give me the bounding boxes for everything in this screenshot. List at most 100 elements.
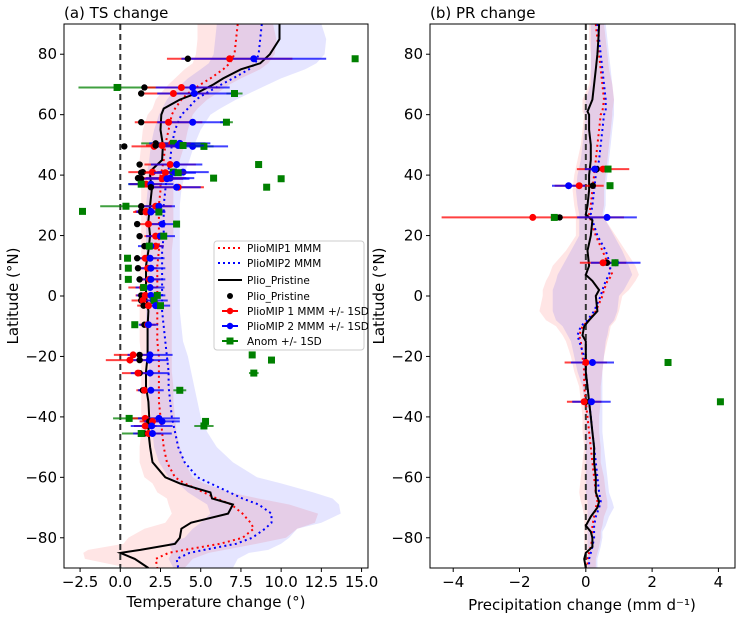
- y-tick-label: −20: [391, 347, 423, 365]
- anom-point: [716, 398, 724, 406]
- site-marker-group: [78, 83, 230, 91]
- x-tick-label: 5.0: [189, 573, 213, 591]
- pliomip2-point: [146, 284, 154, 292]
- anom-point: [550, 213, 558, 221]
- site-marker-group: [113, 351, 256, 359]
- pliomip2-mmm-line: [161, 24, 273, 568]
- pliomip2-point: [155, 202, 163, 210]
- pliomip1-point: [134, 369, 142, 377]
- pliomip1-point: [141, 254, 149, 262]
- anom-point: [173, 220, 181, 228]
- x-axis-label-precipitation: Precipitation change (mm d⁻¹): [468, 596, 696, 614]
- legend-box: [213, 240, 365, 351]
- plio-pristine-point: [138, 119, 145, 126]
- site-marker-group: [147, 183, 271, 191]
- pliomip2-point: [158, 417, 166, 425]
- x-tick-label: −2.5: [62, 573, 98, 591]
- pliomip1-point: [165, 118, 173, 126]
- y-tick-label: 20: [38, 227, 57, 245]
- pliomip2-point: [148, 430, 156, 438]
- pliomip2-point: [145, 356, 153, 364]
- y-tick-label: −60: [391, 468, 423, 486]
- anom-point: [155, 208, 163, 216]
- x-tick-label: 0.0: [108, 573, 132, 591]
- anom-point: [250, 369, 258, 377]
- y-tick-label: 80: [404, 45, 423, 63]
- y-tick-label: −80: [391, 529, 423, 547]
- site-marker-group: [131, 321, 159, 329]
- site-marker-group: [579, 259, 641, 267]
- site-marker-group: [124, 264, 166, 272]
- pliomip2-spread-band: [552, 24, 633, 568]
- site-marker-group: [130, 422, 214, 430]
- site-marker-group: [552, 182, 614, 190]
- pliomip2-point: [591, 165, 599, 173]
- anom-point: [351, 55, 359, 63]
- pliomip2-point: [189, 118, 197, 126]
- anom-point: [124, 254, 132, 262]
- panel-title-ts: (a) TS change: [64, 4, 168, 22]
- anom-point: [210, 174, 218, 182]
- pliomip2-point: [173, 161, 181, 169]
- plio-pristine-point: [136, 351, 143, 359]
- site-marker-group: [566, 398, 724, 406]
- anom-point: [222, 118, 230, 126]
- y-axis-label-latitude: Latitude (°N): [4, 248, 22, 345]
- legend-swatch-green-square: [226, 337, 234, 345]
- x-tick-label: 2: [647, 573, 657, 591]
- pliomip1-point: [144, 220, 152, 228]
- site-marker-group: [133, 208, 166, 216]
- anom-point: [145, 242, 153, 250]
- x-tick-label: 0: [581, 573, 591, 591]
- site-marker-group: [136, 232, 175, 240]
- anom-point: [125, 414, 133, 422]
- pliomip2-point: [147, 208, 155, 216]
- legend-swatch-red-dot: [226, 307, 234, 315]
- pliomip1-point: [169, 90, 177, 98]
- x-axis-label-temperature: Temperature change (°): [126, 593, 306, 611]
- x-tick-label: 10.0: [264, 573, 297, 591]
- anom-point: [248, 351, 256, 359]
- x-tick-label: −2: [508, 573, 530, 591]
- anom-point: [176, 386, 184, 394]
- pliomip2-point: [147, 275, 155, 283]
- pliomip1-point: [152, 242, 160, 250]
- legend-swatch-blue-dot: [226, 322, 234, 330]
- site-marker-group: [105, 356, 275, 364]
- plio-pristine-point: [134, 264, 142, 272]
- pliomip2-point: [250, 55, 258, 63]
- site-marker-group: [576, 165, 630, 173]
- pliomip1-point: [139, 297, 147, 305]
- pliomip2-point: [144, 321, 152, 329]
- site-marker-group: [121, 369, 259, 377]
- anom-point: [124, 275, 132, 283]
- site-marker-group: [134, 118, 233, 126]
- anom-point: [263, 183, 271, 191]
- site-marker-group: [100, 202, 175, 210]
- legend-entry-pliomip1-sd: PlioMIP 1 MMM +/- 1SD: [222, 306, 369, 318]
- legend-label: Plio_Pristine: [247, 275, 310, 287]
- anom-point: [604, 165, 612, 173]
- pliomip1-point: [158, 141, 166, 149]
- pliomip2-point: [163, 175, 171, 183]
- site-marker-group: [139, 417, 210, 425]
- y-tick-label: 20: [404, 227, 423, 245]
- panel-ts-change: (a) TS change −2.5 0.0 2.5 5.0 7.5 10.0 12.5 15…: [4, 4, 378, 611]
- pliomip2-point: [146, 369, 154, 377]
- y-tick-label: 0: [47, 287, 57, 305]
- pliomip2-point: [189, 83, 197, 91]
- x-tick-label: 2.5: [149, 573, 173, 591]
- anom-point: [606, 182, 614, 190]
- plio-pristine-point: [138, 208, 145, 216]
- anom-point: [202, 417, 210, 425]
- pliomip1-spread-band: [539, 24, 639, 568]
- plio-pristine-point: [141, 84, 148, 91]
- pliomip1-point: [152, 232, 160, 240]
- anom-point: [255, 161, 263, 169]
- pliomip2-point: [588, 358, 596, 366]
- anom-point: [174, 169, 182, 177]
- anom-point: [157, 302, 165, 310]
- site-marker-group: [441, 213, 637, 221]
- pliomip1-point: [142, 208, 150, 216]
- x-tick-label: 12.5: [305, 573, 338, 591]
